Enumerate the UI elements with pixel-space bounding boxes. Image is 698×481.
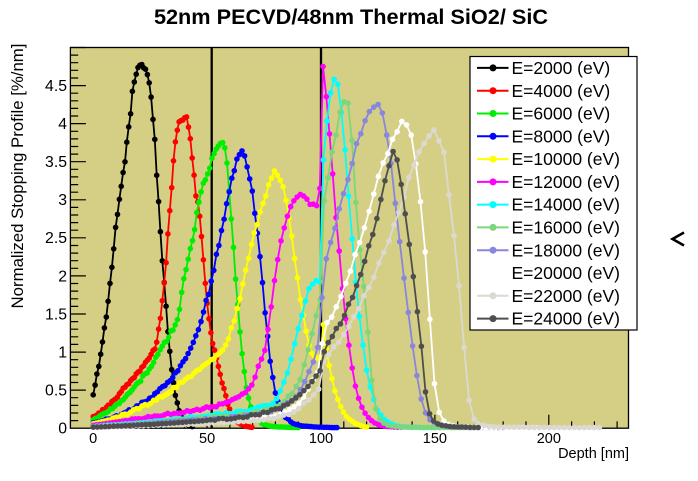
svg-text:150: 150 xyxy=(423,431,447,447)
svg-text:0.5: 0.5 xyxy=(45,383,67,400)
svg-text:E=18000 (eV): E=18000 (eV) xyxy=(512,240,620,260)
svg-text:E=14000 (eV): E=14000 (eV) xyxy=(512,195,620,215)
svg-text:1: 1 xyxy=(58,345,67,362)
svg-text:50: 50 xyxy=(199,431,215,447)
svg-text:52nm PECVD/48nm Thermal SiO2/: 52nm PECVD/48nm Thermal SiO2/ SiC xyxy=(154,4,548,29)
svg-text:E=12000 (eV): E=12000 (eV) xyxy=(512,172,620,192)
svg-text:200: 200 xyxy=(537,431,561,447)
svg-text:0: 0 xyxy=(89,431,97,447)
svg-text:E=10000 (eV): E=10000 (eV) xyxy=(512,149,620,169)
svg-text:E=24000 (eV): E=24000 (eV) xyxy=(512,309,620,329)
svg-text:Depth [nm]: Depth [nm] xyxy=(558,446,629,462)
svg-text:E=22000 (eV): E=22000 (eV) xyxy=(512,286,620,306)
svg-text:2.5: 2.5 xyxy=(45,230,67,247)
svg-text:2: 2 xyxy=(58,268,67,285)
svg-text:3.5: 3.5 xyxy=(45,154,67,171)
svg-text:3: 3 xyxy=(58,192,67,209)
svg-text:E=20000 (eV): E=20000 (eV) xyxy=(512,263,620,283)
svg-text:E=6000 (eV): E=6000 (eV) xyxy=(512,104,611,124)
svg-text:E=16000 (eV): E=16000 (eV) xyxy=(512,218,620,238)
svg-text:100: 100 xyxy=(309,431,333,447)
svg-text:4.5: 4.5 xyxy=(45,78,67,95)
svg-text:0: 0 xyxy=(58,421,67,438)
svg-text:E=8000 (eV): E=8000 (eV) xyxy=(512,126,611,146)
svg-text:4: 4 xyxy=(58,116,67,133)
svg-text:Normalized Stopping Profile [%: Normalized Stopping Profile [%/nm] xyxy=(8,44,27,309)
svg-text:E=4000 (eV): E=4000 (eV) xyxy=(512,81,611,101)
svg-text:1.5: 1.5 xyxy=(45,306,67,323)
svg-text:E=2000 (eV): E=2000 (eV) xyxy=(512,58,611,78)
